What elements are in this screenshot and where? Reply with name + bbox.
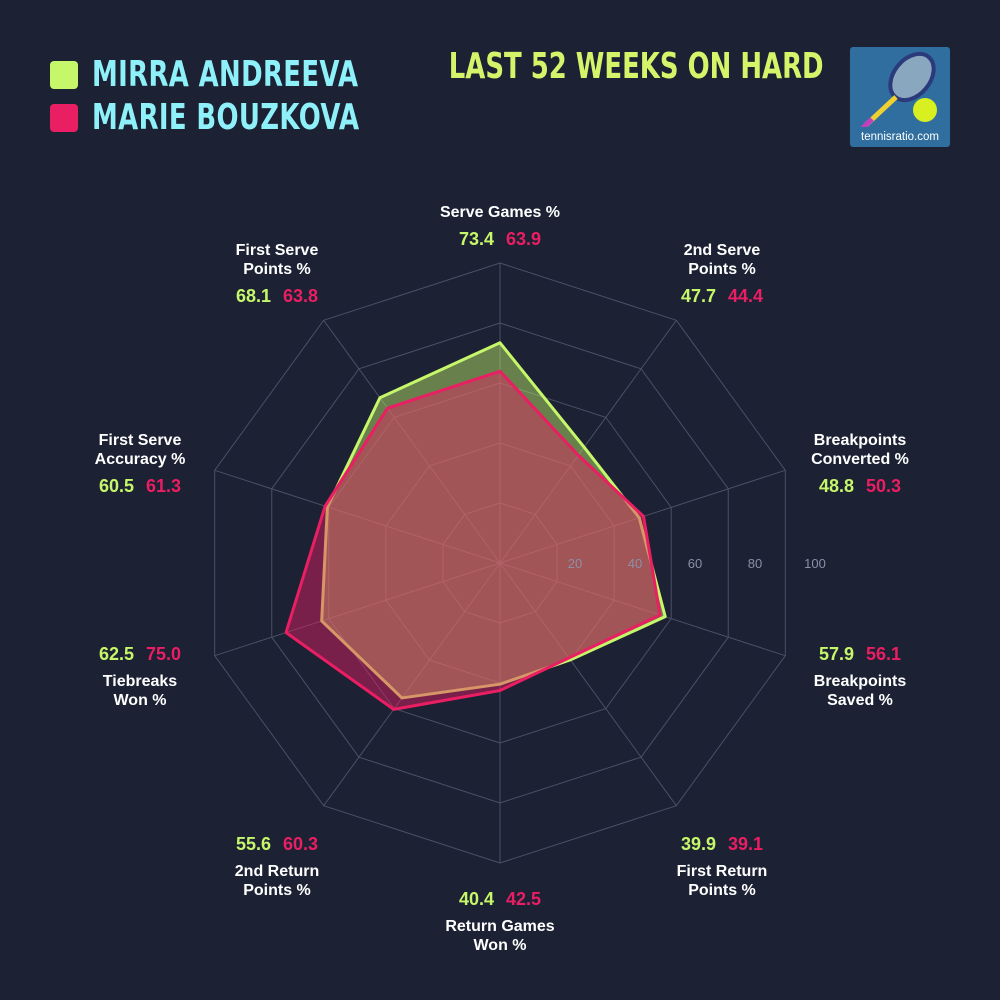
axis-label-group: 2nd Serve Points % 47.7 44.4	[622, 241, 822, 314]
value-pair: 40.4 42.5	[400, 890, 600, 909]
legend-item-player-2: MARIE BOUZKOVA	[50, 97, 464, 138]
axis-label-line: Points %	[688, 882, 756, 899]
axis-label-line: Points %	[688, 261, 756, 278]
axis-label-group: 62.5 75.0 Tiebreaks Won %	[40, 637, 240, 710]
axis-label-line: Converted %	[811, 451, 909, 468]
data-label-player-2: 61.3	[146, 476, 182, 496]
value-pair: 62.5 75.0	[40, 645, 240, 664]
data-label-player-2: 39.1	[728, 834, 764, 854]
axis-label-line: Points %	[243, 882, 311, 899]
axis-line	[499, 562, 786, 657]
data-label-player-1: 40.4	[458, 889, 494, 909]
value-pair: 55.6 60.3	[177, 835, 377, 854]
axis-label-line: First Return	[676, 863, 768, 880]
axis-label-line: Breakpoints	[813, 673, 907, 690]
data-label-player-2: 60.3	[283, 834, 319, 854]
axis-label: First Serve Accuracy %	[40, 431, 240, 469]
axis-label-group: Breakpoints Converted % 48.8 50.3	[760, 431, 960, 504]
data-label-player-1: 57.9	[818, 644, 854, 664]
data-label-player-2: 50.3	[866, 476, 902, 496]
legend-swatch	[50, 60, 78, 89]
axis-label-group: 40.4 42.5 Return Games Won %	[400, 882, 600, 955]
data-label-player-1: 62.5	[98, 644, 134, 664]
axis-label-line: Saved %	[827, 692, 893, 709]
axis-label-line: Won %	[473, 937, 527, 954]
data-label-player-1: 47.7	[680, 286, 716, 306]
value-pair: 39.9 39.1	[622, 835, 822, 854]
legend-label: MARIE BOUZKOVA	[92, 97, 360, 138]
axis-label-line: Won %	[113, 692, 167, 709]
data-label-player-2: 42.5	[506, 889, 542, 909]
axis-label-group: First Serve Points % 68.1 63.8	[177, 241, 377, 314]
tennisratio-logo: tennisratio.com	[850, 47, 950, 147]
data-label-player-2: 63.9	[506, 229, 542, 249]
axis-label-group: 55.6 60.3 2nd Return Points %	[177, 827, 377, 900]
axis-line	[499, 562, 677, 806]
axis-label-line: Points %	[243, 261, 311, 278]
value-pair: 47.7 44.4	[622, 287, 822, 306]
axis-line	[323, 562, 501, 806]
series-area-2	[284, 369, 662, 711]
axis-label: 2nd Serve Points %	[622, 241, 822, 279]
data-label-player-1: 55.6	[235, 834, 271, 854]
legend-swatch	[50, 103, 78, 132]
axis-label-line: Tiebreaks	[102, 673, 178, 690]
data-label-player-2: 75.0	[146, 644, 182, 664]
axis-label-line: Accuracy %	[94, 451, 186, 468]
axis-label-line: Breakpoints	[813, 432, 907, 449]
legend-label: MIRRA ANDREEVA	[92, 54, 359, 95]
axis-label: Serve Games %	[400, 203, 600, 222]
axis-line	[214, 469, 501, 564]
data-label-player-1: 73.4	[458, 229, 494, 249]
value-pair: 48.8 50.3	[760, 477, 960, 496]
value-pair: 73.4 63.9	[400, 230, 600, 249]
value-pair: 57.9 56.1	[760, 645, 960, 664]
axis-label-line: Serve Games %	[439, 204, 561, 221]
tick-label: 40	[628, 556, 642, 571]
tick-label: 20	[568, 556, 582, 571]
axis-label-line: First Serve	[98, 432, 182, 449]
axis-label: First Return Points %	[622, 862, 822, 900]
chart-title: LAST 52 WEEKS ON HARD	[449, 46, 824, 87]
logo-text: tennisratio.com	[861, 131, 939, 143]
data-label-player-1: 60.5	[98, 476, 134, 496]
axis-label-line: 2nd Serve	[683, 242, 761, 259]
axis-label: 2nd Return Points %	[177, 862, 377, 900]
axis-line	[499, 320, 677, 564]
data-label-player-1: 68.1	[235, 286, 271, 306]
tick-label: 100	[804, 556, 826, 571]
axis-label-group: First Serve Accuracy % 60.5 61.3	[40, 431, 240, 504]
data-label-player-1: 48.8	[818, 476, 854, 496]
axis-label-line: Return Games	[445, 918, 555, 935]
axis-label: First Serve Points %	[177, 241, 377, 279]
value-pair: 60.5 61.3	[40, 477, 240, 496]
data-label-player-1: 39.9	[680, 834, 716, 854]
axis-line	[214, 562, 501, 657]
axis-label: Breakpoints Saved %	[760, 672, 960, 710]
axis-label-group: Serve Games % 73.4 63.9	[400, 203, 600, 257]
axis-label-group: 57.9 56.1 Breakpoints Saved %	[760, 637, 960, 710]
data-label-player-2: 63.8	[283, 286, 319, 306]
axis-label: Tiebreaks Won %	[40, 672, 240, 710]
axis-label: Breakpoints Converted %	[760, 431, 960, 469]
tick-label: 80	[748, 556, 762, 571]
data-label-player-2: 44.4	[728, 286, 764, 306]
axis-label-line: 2nd Return	[234, 863, 320, 880]
axis-label-group: 39.9 39.1 First Return Points %	[622, 827, 822, 900]
axis-line	[323, 320, 501, 564]
data-label-player-2: 56.1	[866, 644, 902, 664]
value-pair: 68.1 63.8	[177, 287, 377, 306]
tick-label: 60	[688, 556, 702, 571]
axis-label: Return Games Won %	[400, 917, 600, 955]
axis-label-line: First Serve	[235, 242, 319, 259]
legend-item-player-1: MIRRA ANDREEVA	[50, 54, 462, 95]
